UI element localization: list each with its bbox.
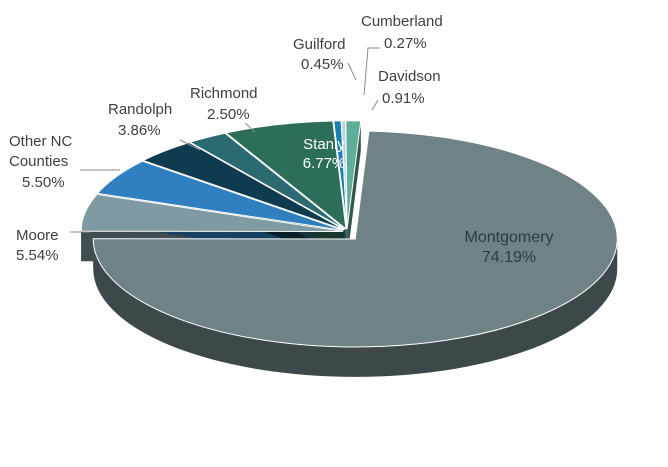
slice-label-montgomery-name: Montgomery	[465, 229, 554, 246]
slice-label-davidson-name: Davidson	[378, 68, 441, 85]
slice-richmond	[188, 132, 346, 230]
slice-label-stanly-value: 6.77%	[303, 155, 346, 172]
slice-label-other-nc-value: 5.50%	[22, 174, 65, 191]
slice-label-randolph-value: 3.86%	[118, 122, 161, 139]
slice-label-cumberland-value: 0.27%	[384, 35, 427, 52]
slice-side-0	[93, 238, 618, 377]
leader-line-2	[179, 139, 201, 151]
slice-label-randolph-name: Randolph	[108, 101, 172, 118]
slice-label-stanly-name: Stanly	[303, 136, 345, 153]
slice-stanly	[224, 120, 347, 231]
leader-line-3	[244, 122, 256, 133]
leader-line-4	[347, 62, 357, 81]
slice-label-richmond-name: Richmond	[190, 85, 258, 102]
slice-davidson	[345, 120, 362, 229]
leader-line-6	[371, 99, 379, 111]
slice-label-cumberland-name: Cumberland	[361, 13, 443, 30]
slice-label-montgomery-value: 74.19%	[482, 249, 536, 266]
slice-other-nc-counties	[96, 160, 344, 231]
slice-label-moore-name: Moore	[16, 227, 59, 244]
leader-lines	[70, 47, 380, 233]
leader-line-5	[363, 47, 380, 96]
slice-moore	[80, 193, 344, 232]
slice-randolph	[141, 142, 345, 231]
slice-label-moore-value: 5.54%	[16, 247, 59, 264]
slice-label-davidson-value: 0.91%	[382, 90, 425, 107]
slice-label-richmond-value: 2.50%	[207, 106, 250, 123]
slice-montgomery	[92, 130, 618, 348]
slice-label-other-nc-line1: Other NC	[9, 133, 73, 150]
slice-label-other-nc-line2: Counties	[9, 153, 68, 170]
slice-label-guilford-value: 0.45%	[301, 56, 344, 73]
slice-label-guilford-name: Guilford	[293, 36, 346, 53]
slice-labels: Montgomery 74.19% Moore 5.54% Other NC C…	[9, 13, 553, 266]
pie-tops	[80, 120, 618, 348]
slice-wall-8-a1	[347, 120, 361, 259]
